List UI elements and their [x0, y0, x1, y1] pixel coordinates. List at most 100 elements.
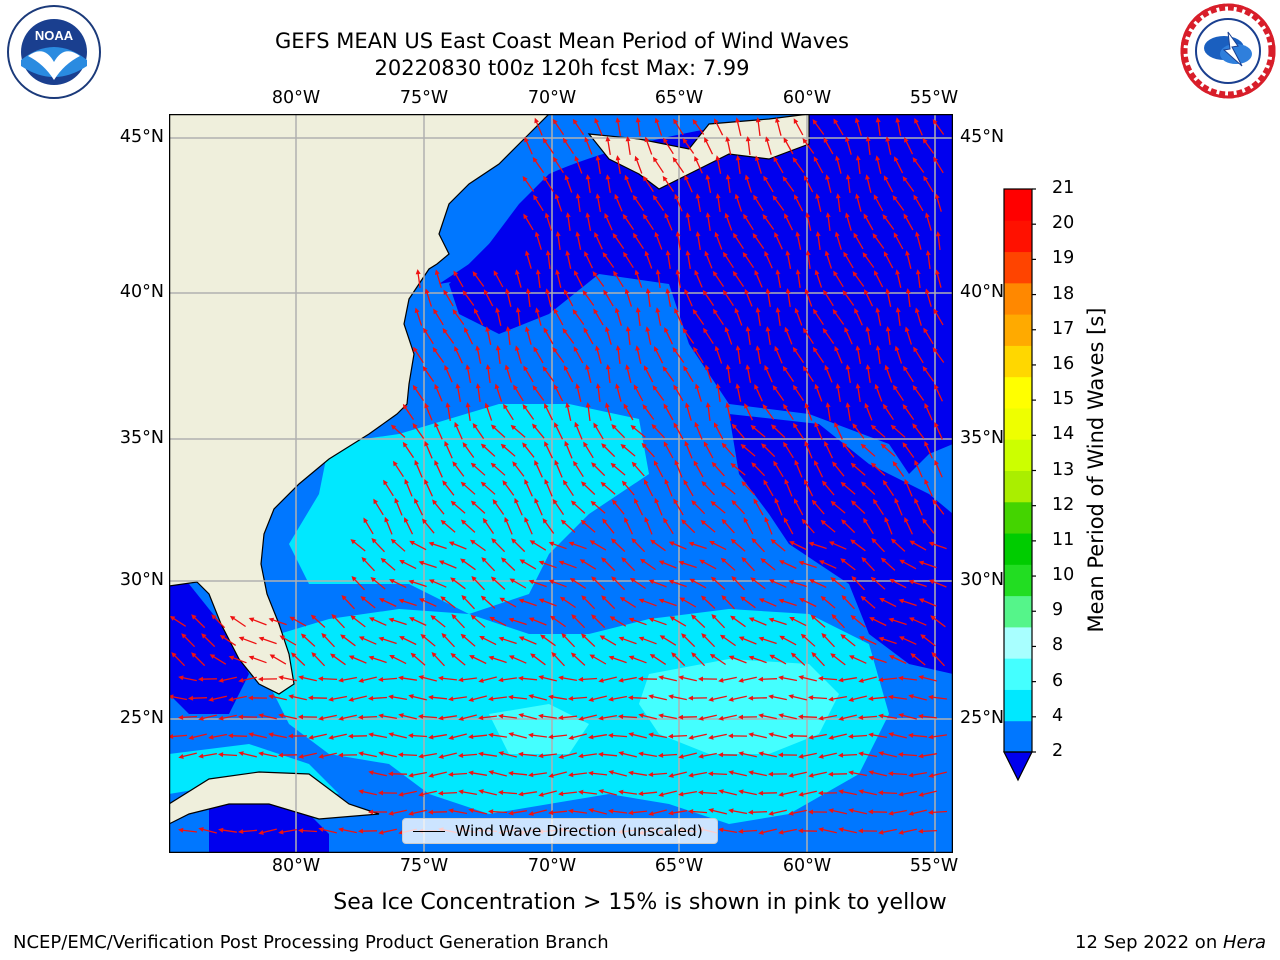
wind-wave-arrow-head: [578, 716, 584, 721]
wind-wave-arrow-shaft: [571, 810, 587, 814]
wind-wave-arrow-head: [561, 633, 567, 639]
wind-wave-arrow-head: [823, 137, 829, 143]
wind-wave-arrow-head: [512, 461, 518, 467]
wind-wave-arrow-shaft: [675, 462, 683, 478]
wind-wave-arrow-shaft: [781, 636, 797, 646]
wind-wave-arrow-shaft: [621, 752, 637, 758]
wind-wave-arrow-head: [465, 402, 471, 408]
wind-wave-arrow-head: [755, 117, 761, 123]
wind-wave-arrow-head: [418, 791, 424, 797]
wind-wave-arrow-head: [903, 365, 908, 372]
wind-wave-arrow-head: [792, 346, 798, 353]
wind-wave-arrow-head: [490, 424, 497, 430]
wind-wave-arrow-shaft: [674, 500, 684, 516]
wind-wave-arrow-head: [389, 655, 395, 660]
wind-wave-arrow-shaft: [794, 386, 804, 402]
wind-wave-arrow-head: [875, 117, 881, 123]
wind-wave-arrow-head: [735, 383, 741, 389]
wind-wave-arrow-head: [595, 155, 601, 161]
wind-wave-arrow-shaft: [433, 349, 445, 363]
colorbar-tick-label: 8: [1052, 635, 1064, 656]
wind-wave-arrow-shaft: [581, 791, 597, 795]
wind-wave-arrow-shaft: [541, 561, 557, 569]
wind-wave-arrow-head: [878, 713, 884, 719]
wind-wave-arrow-head: [218, 827, 224, 833]
wind-wave-arrow-head: [714, 422, 719, 428]
wind-wave-arrow-head: [460, 633, 467, 639]
wind-wave-arrow-shaft: [747, 329, 751, 345]
wind-wave-arrow-head: [568, 772, 574, 778]
wind-wave-arrow-shaft: [414, 348, 424, 364]
wind-wave-arrow-head: [462, 442, 468, 448]
wind-wave-arrow-shaft: [684, 481, 694, 497]
wind-wave-arrow-shaft: [786, 252, 792, 270]
wind-wave-arrow-shaft: [791, 809, 807, 815]
wind-wave-arrow-shaft: [900, 753, 918, 757]
wind-wave-arrow-head: [758, 790, 764, 796]
wind-wave-arrow-head: [694, 383, 700, 389]
wind-wave-arrow-head: [508, 810, 514, 816]
wind-wave-arrow-head: [441, 633, 447, 639]
wind-wave-arrow-head: [858, 789, 864, 795]
wind-wave-arrow-shaft: [331, 733, 347, 739]
wind-wave-arrow-shaft: [730, 809, 748, 815]
wind-wave-arrow-head: [679, 597, 686, 603]
wind-wave-arrow-shaft: [880, 791, 898, 795]
wind-wave-arrow-shaft: [903, 444, 915, 458]
wind-wave-arrow-head: [613, 270, 618, 277]
wind-wave-arrow-shaft: [832, 654, 846, 666]
wind-wave-arrow-shaft: [572, 654, 586, 666]
wind-wave-arrow-head: [701, 481, 707, 487]
wind-wave-arrow-head: [498, 636, 505, 642]
wind-wave-arrow-head: [654, 346, 659, 352]
wind-wave-arrow-head: [812, 119, 818, 125]
wind-wave-arrow-head: [869, 617, 875, 622]
wind-wave-arrow-head: [444, 364, 449, 371]
wind-wave-arrow-shaft: [771, 809, 787, 815]
wind-wave-arrow-head: [258, 713, 264, 719]
wind-wave-arrow-shaft: [903, 178, 915, 192]
wind-wave-arrow-head: [779, 635, 785, 641]
wind-wave-arrow-head: [874, 383, 880, 390]
colorbar-tick-label: 10: [1052, 565, 1075, 586]
wind-wave-arrow-shaft: [572, 615, 586, 629]
wind-wave-arrow-shaft: [761, 599, 777, 607]
wind-wave-arrow-shaft: [630, 772, 648, 776]
wind-wave-arrow-head: [755, 345, 761, 351]
wind-wave-arrow-head: [908, 617, 915, 622]
wind-wave-arrow-head: [721, 442, 727, 449]
wind-wave-arrow-shaft: [582, 635, 596, 647]
wind-wave-arrow-shaft: [864, 215, 874, 231]
wind-wave-arrow-shaft: [561, 752, 577, 758]
wind-wave-arrow-head: [258, 751, 264, 757]
wind-wave-arrow-head: [768, 732, 774, 738]
wind-wave-arrow-shaft: [413, 387, 425, 401]
wind-wave-arrow-shaft: [712, 615, 726, 629]
wind-wave-arrow-shaft: [855, 310, 863, 326]
wind-wave-arrow-shaft: [374, 500, 384, 516]
wind-wave-arrow-head: [410, 652, 417, 658]
wind-wave-arrow-head: [830, 500, 836, 507]
wind-wave-arrow-shaft: [301, 752, 317, 758]
wind-wave-arrow-head: [644, 516, 650, 523]
lat-label-left: 35°N: [119, 428, 164, 448]
wind-wave-arrow-head: [489, 616, 495, 622]
wind-wave-arrow-head: [745, 136, 751, 142]
wind-wave-arrow-head: [238, 829, 244, 834]
wind-wave-arrow-head: [808, 809, 813, 815]
wind-wave-arrow-head: [922, 518, 928, 524]
wind-wave-arrow-head: [601, 557, 607, 563]
wind-wave-arrow-shaft: [531, 580, 547, 588]
wind-wave-arrow-head: [894, 156, 899, 162]
wind-wave-arrow-head: [635, 307, 641, 313]
wind-wave-arrow-head: [291, 652, 297, 658]
wind-wave-arrow-shaft: [643, 406, 655, 420]
wind-wave-arrow-head: [774, 345, 779, 352]
wind-wave-arrow-head: [794, 498, 799, 504]
wind-wave-arrow-head: [504, 364, 510, 370]
wind-wave-arrow-head: [208, 696, 214, 702]
wind-wave-arrow-head: [918, 792, 924, 797]
wind-wave-arrow-head: [748, 617, 755, 622]
wind-wave-arrow-head: [909, 540, 915, 546]
wind-wave-arrow-head: [548, 810, 554, 816]
